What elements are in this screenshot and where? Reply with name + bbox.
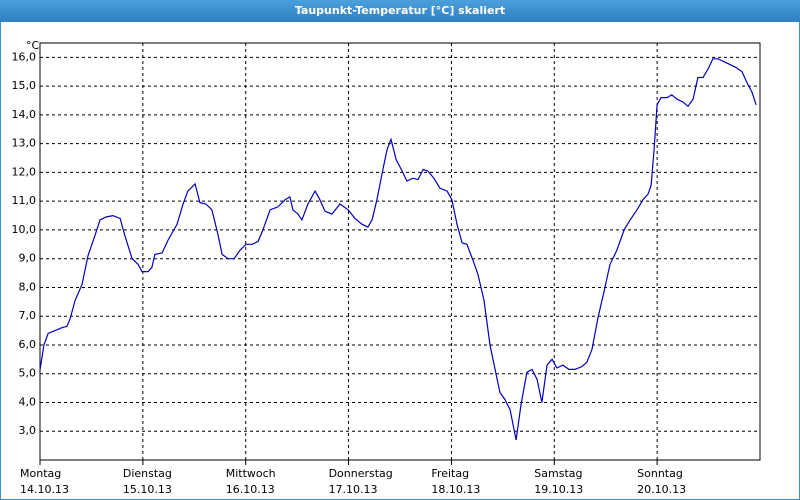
y-tick-label: 4,0 [19,395,37,408]
x-tick-date: 16.10.13 [226,483,275,496]
y-tick-label: 10,0 [12,223,37,236]
x-tick-label: Freitag [431,467,469,480]
x-tick-label: Dienstag [123,467,172,480]
y-tick-label: 11,0 [12,194,37,207]
y-unit: °C [26,39,40,52]
x-tick-label: Donnerstag [329,467,393,480]
y-tick-label: 5,0 [19,367,37,380]
x-tick-label: Montag [20,467,61,480]
line-series [39,58,757,441]
y-tick-label: 14,0 [12,108,37,121]
x-tick-label: Samstag [534,467,582,480]
y-tick-label: 12,0 [12,165,37,178]
y-tick-label: 9,0 [19,252,37,265]
y-tick-label: 3,0 [19,424,37,437]
x-tick-date: 19.10.13 [534,483,583,496]
x-tick-date: 20.10.13 [637,483,686,496]
y-tick-label: 7,0 [19,309,37,322]
x-tick-label: Sonntag [637,467,683,480]
x-tick-date: 17.10.13 [329,483,378,496]
y-tick-label: 15,0 [12,79,37,92]
x-tick-date: 18.10.13 [431,483,480,496]
x-tick-date: 15.10.13 [123,483,172,496]
chart-title: Taupunkt-Temperatur [°C] skaliert [295,4,505,17]
y-tick-label: 13,0 [12,137,37,150]
y-tick-label: 6,0 [19,338,37,351]
y-tick-label: 8,0 [19,280,37,293]
x-tick-label: Mittwoch [226,467,276,480]
x-tick-date: 14.10.13 [20,483,69,496]
title-bar [0,0,800,22]
y-tick-label: 16,0 [12,50,37,63]
plot-area [39,42,761,461]
